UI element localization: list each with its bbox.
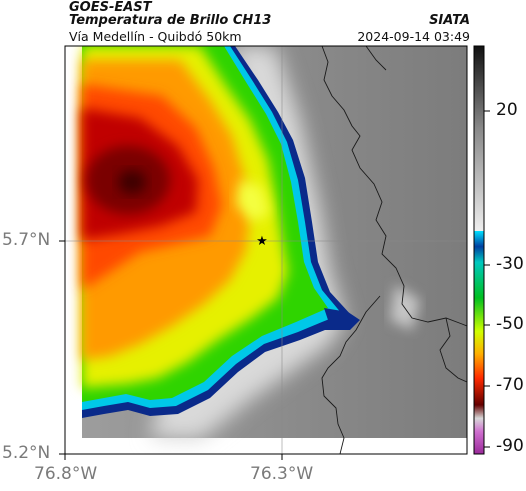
region-subtitle: Vía Medellín - Quibdó 50km: [69, 29, 242, 44]
colorbar-label-m90: -90: [496, 436, 524, 456]
colorbar: [473, 45, 490, 455]
satellite-title: GOES-EAST: [69, 0, 152, 15]
cloud-edge-blue-2: [324, 308, 360, 330]
colorbar-label-m70: -70: [496, 375, 524, 395]
map-frame: [64, 45, 468, 455]
product-title: Temperatura de Brillo CH13: [69, 13, 272, 28]
satellite-image: ★: [65, 46, 467, 454]
organization-name: SIATA: [429, 13, 470, 28]
colorbar-label-20: 20: [496, 100, 518, 120]
axis-ticks: [59, 240, 283, 460]
timestamp: 2024-09-14 03:49: [357, 29, 470, 44]
colorbar-label-m50: -50: [496, 314, 524, 334]
lon-label-76-3: 76.3°W: [250, 464, 314, 484]
lon-label-76-8: 76.8°W: [34, 464, 98, 484]
star-marker: ★: [256, 234, 268, 249]
lat-label-5-2: 5.2°N: [2, 443, 51, 463]
lat-label-5-7: 5.7°N: [2, 230, 51, 250]
colorbar-label-m30: -30: [496, 254, 524, 274]
admin-borders: [321, 46, 467, 454]
